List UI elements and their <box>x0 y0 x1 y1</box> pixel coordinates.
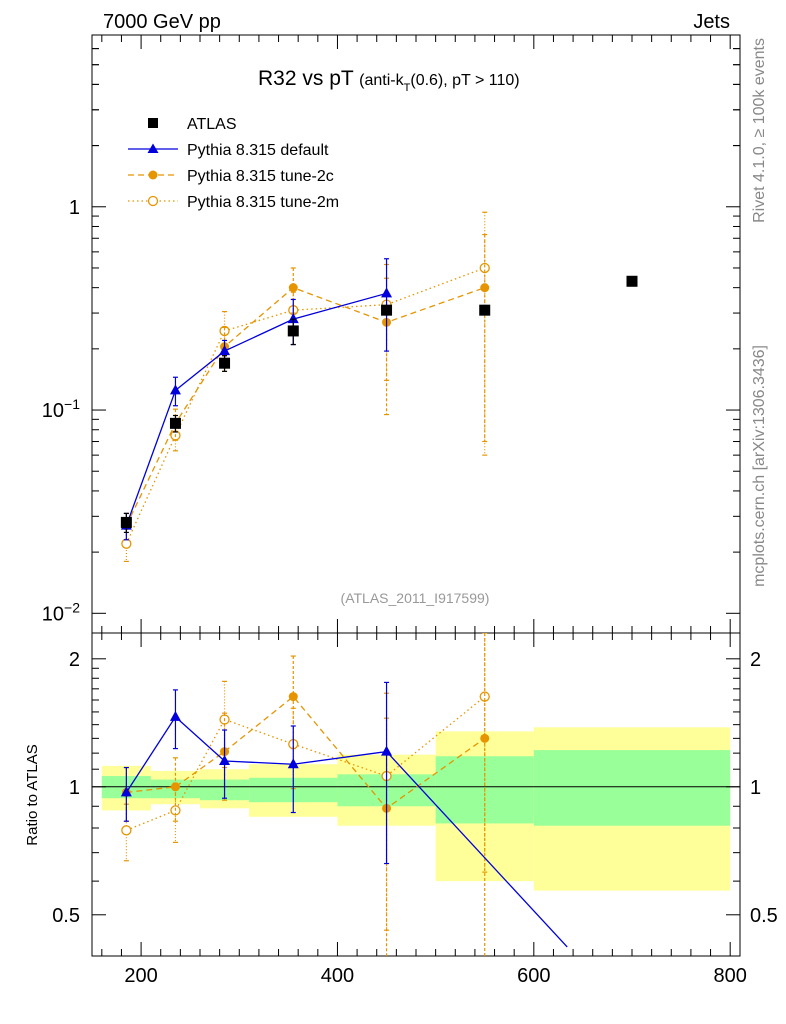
legend-marker-default <box>147 143 159 153</box>
ratio-ylabel: Ratio to ATLAS <box>24 744 41 845</box>
ratio-xtick-label: 200 <box>124 965 157 987</box>
main-ytick-label: 1 <box>69 197 80 219</box>
ratio-panel: 200 400 600 800 0.5 0.5 1 1 2 2 <box>52 632 778 987</box>
data-point-default-2 <box>219 345 231 356</box>
legend-label-tune2m: Pythia 8.315 tune-2m <box>187 194 339 211</box>
main-panel: 110−110−2 <box>42 34 741 634</box>
data-point-tune2m-0 <box>121 825 132 836</box>
ratio-ytick-label-right: 0.5 <box>750 905 778 927</box>
ratio-xtick-label: 400 <box>321 965 354 987</box>
data-point-default-4 <box>381 745 393 756</box>
series-tune2m <box>121 211 490 563</box>
data-point-tune2c-3 <box>288 692 298 702</box>
energy-label: 7000 GeV pp <box>103 11 221 33</box>
data-point-default-0 <box>120 786 132 797</box>
series-default-line <box>125 292 387 526</box>
data-point-atlas-4 <box>381 304 393 316</box>
data-point-atlas-3 <box>287 325 299 337</box>
ratio-series-default-line <box>125 715 568 948</box>
ratio-ytick-label-right: 2 <box>750 649 761 671</box>
ratio-xtick-label: 800 <box>713 965 746 987</box>
legend-label-atlas: ATLAS <box>187 116 237 133</box>
legend: ATLAS Pythia 8.315 default Pythia 8.315 … <box>128 116 339 211</box>
series-tune2c-line <box>125 286 485 526</box>
data-point-tune2c-3 <box>288 283 298 293</box>
ratio-ytick-label: 2 <box>69 649 80 671</box>
tick-base: 10 <box>42 400 64 422</box>
data-point-tune2m-0 <box>121 538 132 549</box>
analysis-watermark: (ATLAS_2011_I917599) <box>341 590 490 606</box>
tick-base: 10 <box>42 603 64 625</box>
data-point-default-2 <box>219 754 231 765</box>
rivet-label: Rivet 4.1.0, ≥ 100k events <box>751 38 768 223</box>
legend-marker-tune2m <box>147 195 159 207</box>
tick-exponent: −2 <box>64 599 80 615</box>
data-point-tune2c-1 <box>170 782 180 792</box>
series-atlas <box>120 275 638 534</box>
data-point-tune2c-5 <box>480 283 490 293</box>
title-paren-a: (anti-k <box>359 72 404 89</box>
ratio-ytick-label: 1 <box>69 777 80 799</box>
ratio-series-tune2c-line <box>126 695 486 810</box>
ratio-xtick-label: 600 <box>517 965 550 987</box>
stat-band <box>533 750 731 826</box>
plot-title: R32 vs pT (anti-kT(0.6), pT > 110) <box>258 67 520 94</box>
mcplots-label: mcplots.cern.ch [arXiv:1306.3436] <box>751 345 768 587</box>
data-point-tune2c-5 <box>480 733 490 743</box>
jets-label: Jets <box>693 11 730 33</box>
ratio-series-default <box>120 681 568 948</box>
data-point-default-4 <box>381 287 393 298</box>
uncertainty-bands <box>101 727 731 891</box>
data-point-atlas-1 <box>169 417 181 429</box>
title-sub: T <box>404 82 411 94</box>
data-point-atlas-5 <box>479 304 491 316</box>
main-ytick-label: 10−2 <box>42 599 80 625</box>
data-point-default-1 <box>169 710 181 721</box>
legend-label-tune2c: Pythia 8.315 tune-2c <box>187 168 334 185</box>
data-point-default-1 <box>169 384 181 395</box>
data-point-default-3 <box>287 758 299 769</box>
data-point-tune2m-5 <box>479 691 490 702</box>
title-main: R32 vs pT <box>258 67 354 90</box>
main-ytick-label: 10−1 <box>42 396 80 422</box>
data-point-default-3 <box>287 313 299 324</box>
data-point-atlas-0 <box>120 516 132 528</box>
tick-exponent: −1 <box>64 396 80 412</box>
legend-marker-atlas <box>148 118 158 128</box>
data-point-atlas-6 <box>626 275 638 287</box>
legend-label-default: Pythia 8.315 default <box>187 142 329 159</box>
title-paren-b: (0.6), pT > 110) <box>410 72 519 89</box>
ratio-ytick-label: 0.5 <box>52 905 80 927</box>
data-point-tune2m-2 <box>219 325 230 337</box>
series-tune2m-line <box>125 267 485 544</box>
data-point-atlas-2 <box>219 357 231 369</box>
ratio-ytick-label-right: 1 <box>750 777 761 799</box>
series-default <box>120 258 393 541</box>
legend-marker-tune2c <box>148 170 158 180</box>
